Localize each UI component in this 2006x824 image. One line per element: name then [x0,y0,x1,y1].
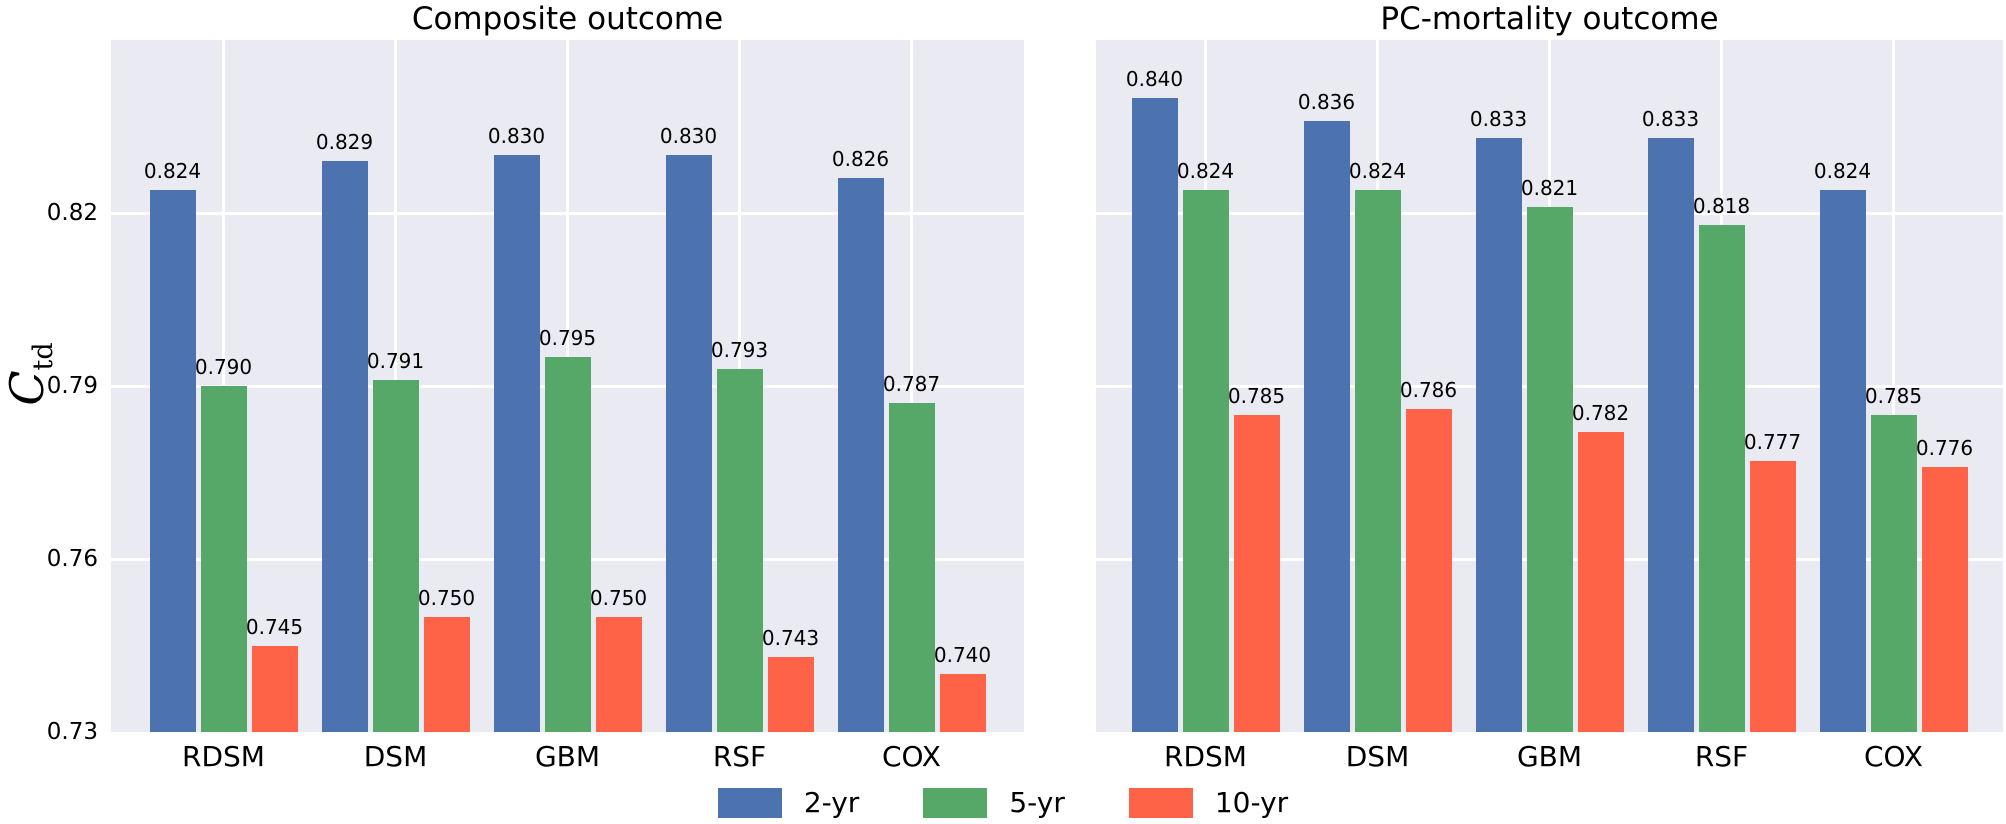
bar-5-yr-GBM [544,357,591,732]
bar-value-label: 0.836 [1297,89,1356,114]
bar-10-yr-RDSM [1233,414,1280,732]
legend-swatch-5yr [923,788,988,818]
bar-value-label: 0.830 [659,124,718,149]
y-tick-label: 0.73 [46,719,98,745]
plot-area-1: 0.840 0.836 0.833 0.833 0.824 0.824 0.824 0.821… [1096,40,2003,732]
bar-value-label: 0.750 [589,585,648,610]
bar-value-label: 0.791 [366,349,425,374]
x-tick-label-COX: COX [1864,740,1923,773]
bar-5-yr-RDSM [1182,189,1229,732]
legend-label-10yr: 10-yr [1214,786,1289,819]
bar-2-yr-GBM [493,155,540,732]
bar-value-label: 0.776 [1915,435,1974,460]
bar-value-label: 0.793 [710,337,769,362]
bar-value-label: 0.777 [1743,429,1802,454]
y-tick-label: 0.82 [46,200,98,226]
bar-2-yr-COX [1819,189,1866,732]
bar-value-label: 0.740 [933,643,992,668]
x-tick-label-RDSM: RDSM [1164,740,1247,773]
bar-value-label: 0.786 [1399,378,1458,403]
x-tick-label-COX: COX [882,740,941,773]
bar-value-label: 0.826 [831,147,890,172]
bar-10-yr-COX [1921,466,1968,732]
bar-5-yr-DSM [1354,189,1401,732]
bar-5-yr-COX [888,403,935,732]
bar-10-yr-GBM [1577,432,1624,732]
bar-value-label: 0.750 [417,585,476,610]
bar-value-label: 0.790 [194,355,253,379]
y-tick-label: 0.79 [46,373,98,399]
bar-value-label: 0.824 [1176,158,1235,183]
bar-10-yr-DSM [1405,409,1452,732]
bar-2-yr-COX [837,178,884,732]
bar-5-yr-GBM [1526,207,1573,732]
bar-5-yr-COX [1870,414,1917,732]
plot-area-0: 0.824 0.829 0.830 0.830 0.826 0.790 0.791 0.795… [111,40,1024,732]
bar-2-yr-RSF [1647,138,1694,732]
bar-value-label: 0.830 [487,124,546,149]
bar-value-label: 0.829 [315,130,374,155]
bar-10-yr-COX [939,674,986,732]
x-tick-label-GBM: GBM [534,740,601,773]
bar-2-yr-DSM [1303,120,1350,732]
bar-5-yr-DSM [372,380,419,732]
bar-2-yr-RSF [665,155,712,732]
bar-10-yr-RDSM [251,645,298,732]
bar-2-yr-DSM [321,161,368,732]
x-tick-label-DSM: DSM [363,740,428,773]
bar-5-yr-RDSM [200,386,247,732]
bar-value-label: 0.743 [761,626,820,651]
bar-value-label: 0.824 [143,158,202,183]
legend-item-2yr: 2-yr [717,786,860,820]
legend-item-5yr: 5-yr [923,786,1065,820]
chart-title-composite: Composite outcome [411,1,724,37]
legend-label-2yr: 2-yr [803,786,860,819]
legend-swatch-2yr [717,788,782,818]
bar-value-label: 0.824 [1348,158,1407,183]
bar-2-yr-RDSM [149,189,196,732]
bar-2-yr-RDSM [1131,97,1178,732]
bar-value-label: 0.782 [1571,401,1630,426]
legend-swatch-10yr [1128,788,1193,818]
bar-2-yr-GBM [1475,138,1522,732]
y-tick-label: 0.76 [46,546,98,572]
y-axis-label-subscript: td [28,342,59,371]
bar-value-label: 0.824 [1813,158,1872,183]
bar-10-yr-RSF [1749,460,1796,732]
x-tick-label-RDSM: RDSM [182,740,265,773]
bar-value-label: 0.787 [882,372,941,397]
legend-item-10yr: 10-yr [1128,786,1289,820]
bar-10-yr-GBM [595,616,642,732]
bar-value-label: 0.821 [1520,176,1579,201]
legend-label-5yr: 5-yr [1009,786,1065,819]
bar-value-label: 0.785 [1227,383,1286,408]
bar-5-yr-RSF [1698,224,1745,732]
chart-title-pc-mortality: PC-mortality outcome [1380,1,1719,37]
horizontal-gridline [111,211,1024,215]
bar-5-yr-RSF [716,368,763,732]
x-tick-label-DSM: DSM [1345,740,1410,773]
bar-value-label: 0.833 [1469,107,1528,132]
bar-10-yr-DSM [423,616,470,732]
bar-value-label: 0.795 [538,326,597,351]
x-tick-label-RSF: RSF [712,740,767,773]
legend: 2-yr 5-yr 10-yr [0,786,2006,820]
x-tick-label-RSF: RSF [1694,740,1749,773]
bar-value-label: 0.785 [1864,383,1923,408]
bar-value-label: 0.745 [245,614,304,639]
bar-10-yr-RSF [767,657,814,732]
x-tick-label-GBM: GBM [1516,740,1583,773]
bar-value-label: 0.833 [1641,107,1700,132]
bar-value-label: 0.818 [1692,193,1751,218]
bar-value-label: 0.840 [1125,66,1184,91]
